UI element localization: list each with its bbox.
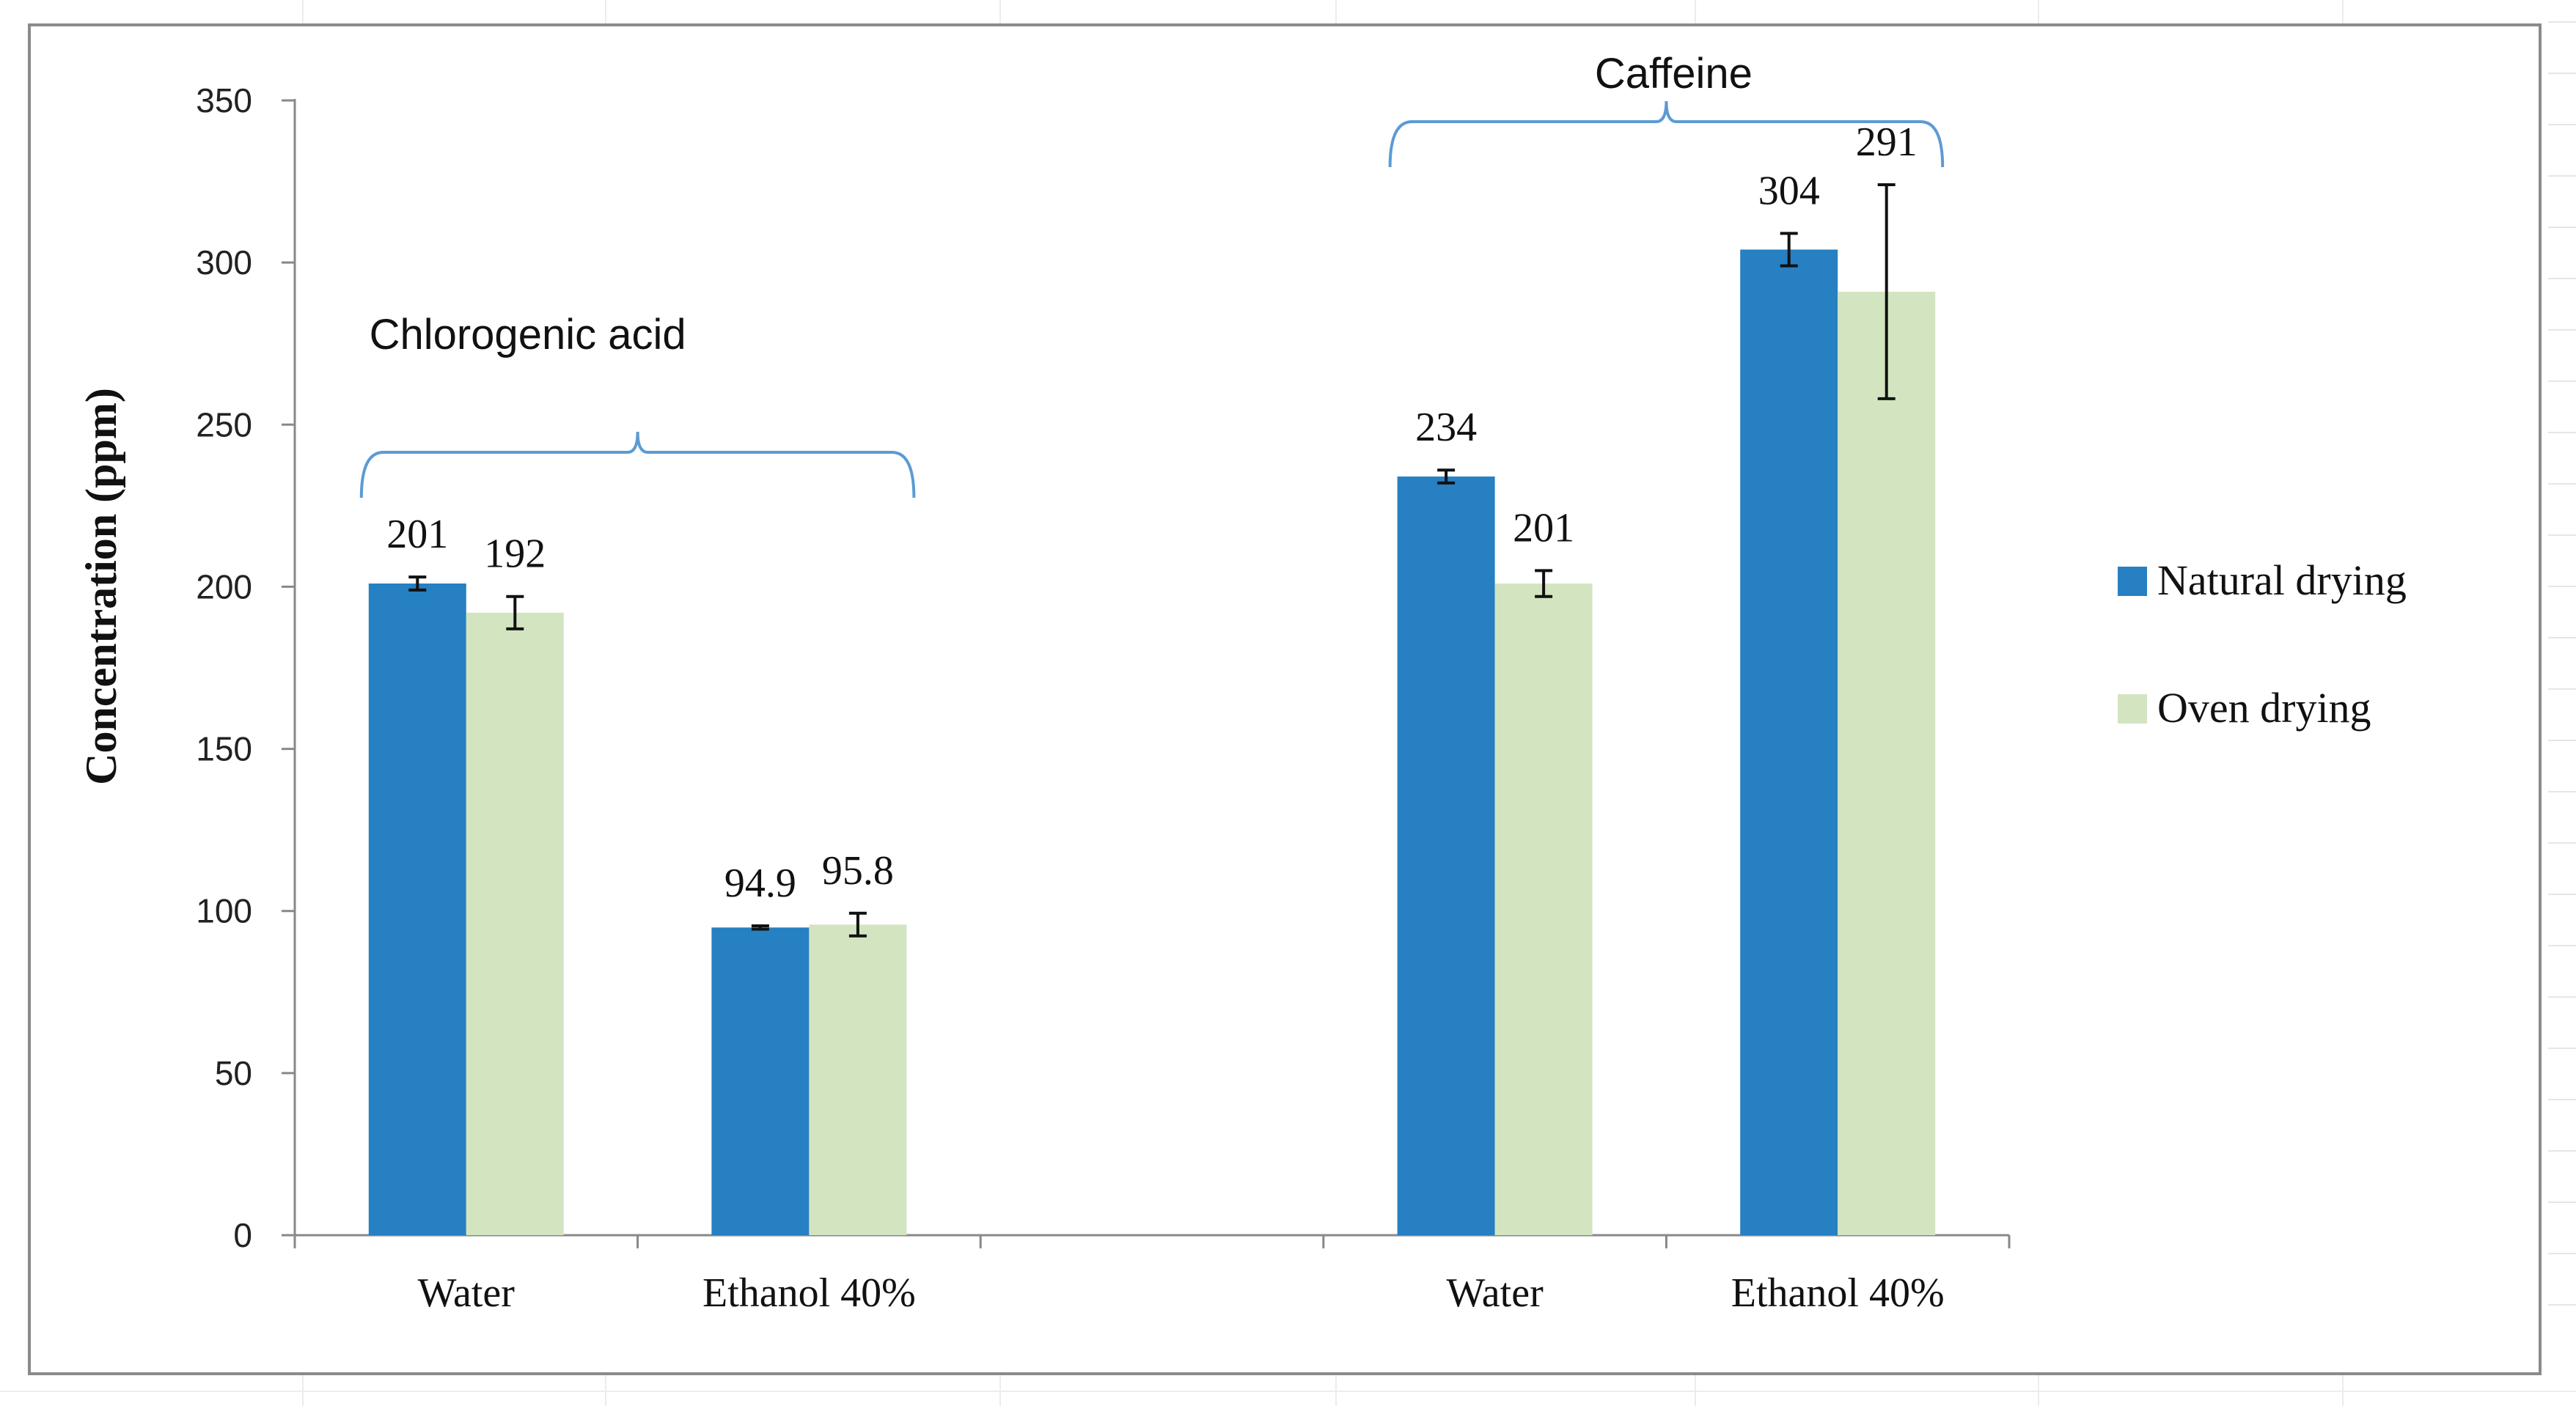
data-label-0-4: 304 [1758, 168, 1820, 213]
bar-0-1 [711, 927, 810, 1235]
bar-0-3 [1397, 476, 1495, 1235]
legend-swatch-0 [2118, 567, 2147, 596]
legend: Natural drying Oven drying [2118, 556, 2407, 732]
bar-0-0 [368, 584, 466, 1235]
data-label-1-0: 192 [484, 531, 546, 577]
y-tick-label-5: 250 [196, 405, 252, 443]
data-label-1-3: 201 [1513, 505, 1574, 551]
data-label-0-1: 94.9 [724, 861, 796, 906]
y-tick-label-0: 0 [233, 1216, 252, 1254]
group-bracket-1 [1388, 100, 1945, 168]
legend-swatch-1 [2118, 694, 2147, 724]
data-label-0-0: 201 [386, 512, 448, 557]
bar-0-4 [1740, 249, 1838, 1235]
legend-label-1: Oven drying [2157, 684, 2371, 732]
bar-1-0 [466, 612, 564, 1235]
bar-1-3 [1494, 584, 1593, 1235]
y-tick-label-4: 200 [196, 567, 252, 606]
axes: 0 50 100 150 200 250 300 350 Water Ethanol 40% Wat… [196, 81, 2011, 1316]
group-label-1: Caffeine [1595, 50, 1753, 97]
y-tick-label-2: 100 [196, 892, 252, 930]
group-label-0: Chlorogenic acid [370, 311, 686, 358]
data-label-0-3: 234 [1415, 405, 1477, 450]
x-tick-label-4: Ethanol 40% [1731, 1270, 1945, 1316]
y-axis-label: Concentration (ppm) [77, 388, 125, 785]
data-label-1-4: 291 [1856, 119, 1918, 165]
bars [368, 183, 1936, 1235]
y-tick-label-7: 350 [196, 81, 252, 119]
data-labels: 201 94.9 234 304 192 95.8 201 291 [386, 119, 1917, 906]
x-tick-label-3: Water [1446, 1270, 1544, 1316]
x-tick-label-0: Water [418, 1270, 515, 1316]
bar-1-4 [1838, 291, 1936, 1235]
y-tick-label-3: 150 [196, 730, 252, 768]
y-tick-label-1: 50 [215, 1054, 252, 1092]
x-tick-label-1: Ethanol 40% [702, 1270, 916, 1316]
y-tick-label-6: 300 [196, 243, 252, 281]
group-brackets: Chlorogenic acid Caffeine [359, 50, 1945, 498]
data-label-1-1: 95.8 [822, 848, 894, 894]
legend-label-0: Natural drying [2157, 556, 2407, 604]
bar-1-1 [809, 924, 907, 1235]
group-bracket-0 [359, 431, 916, 498]
